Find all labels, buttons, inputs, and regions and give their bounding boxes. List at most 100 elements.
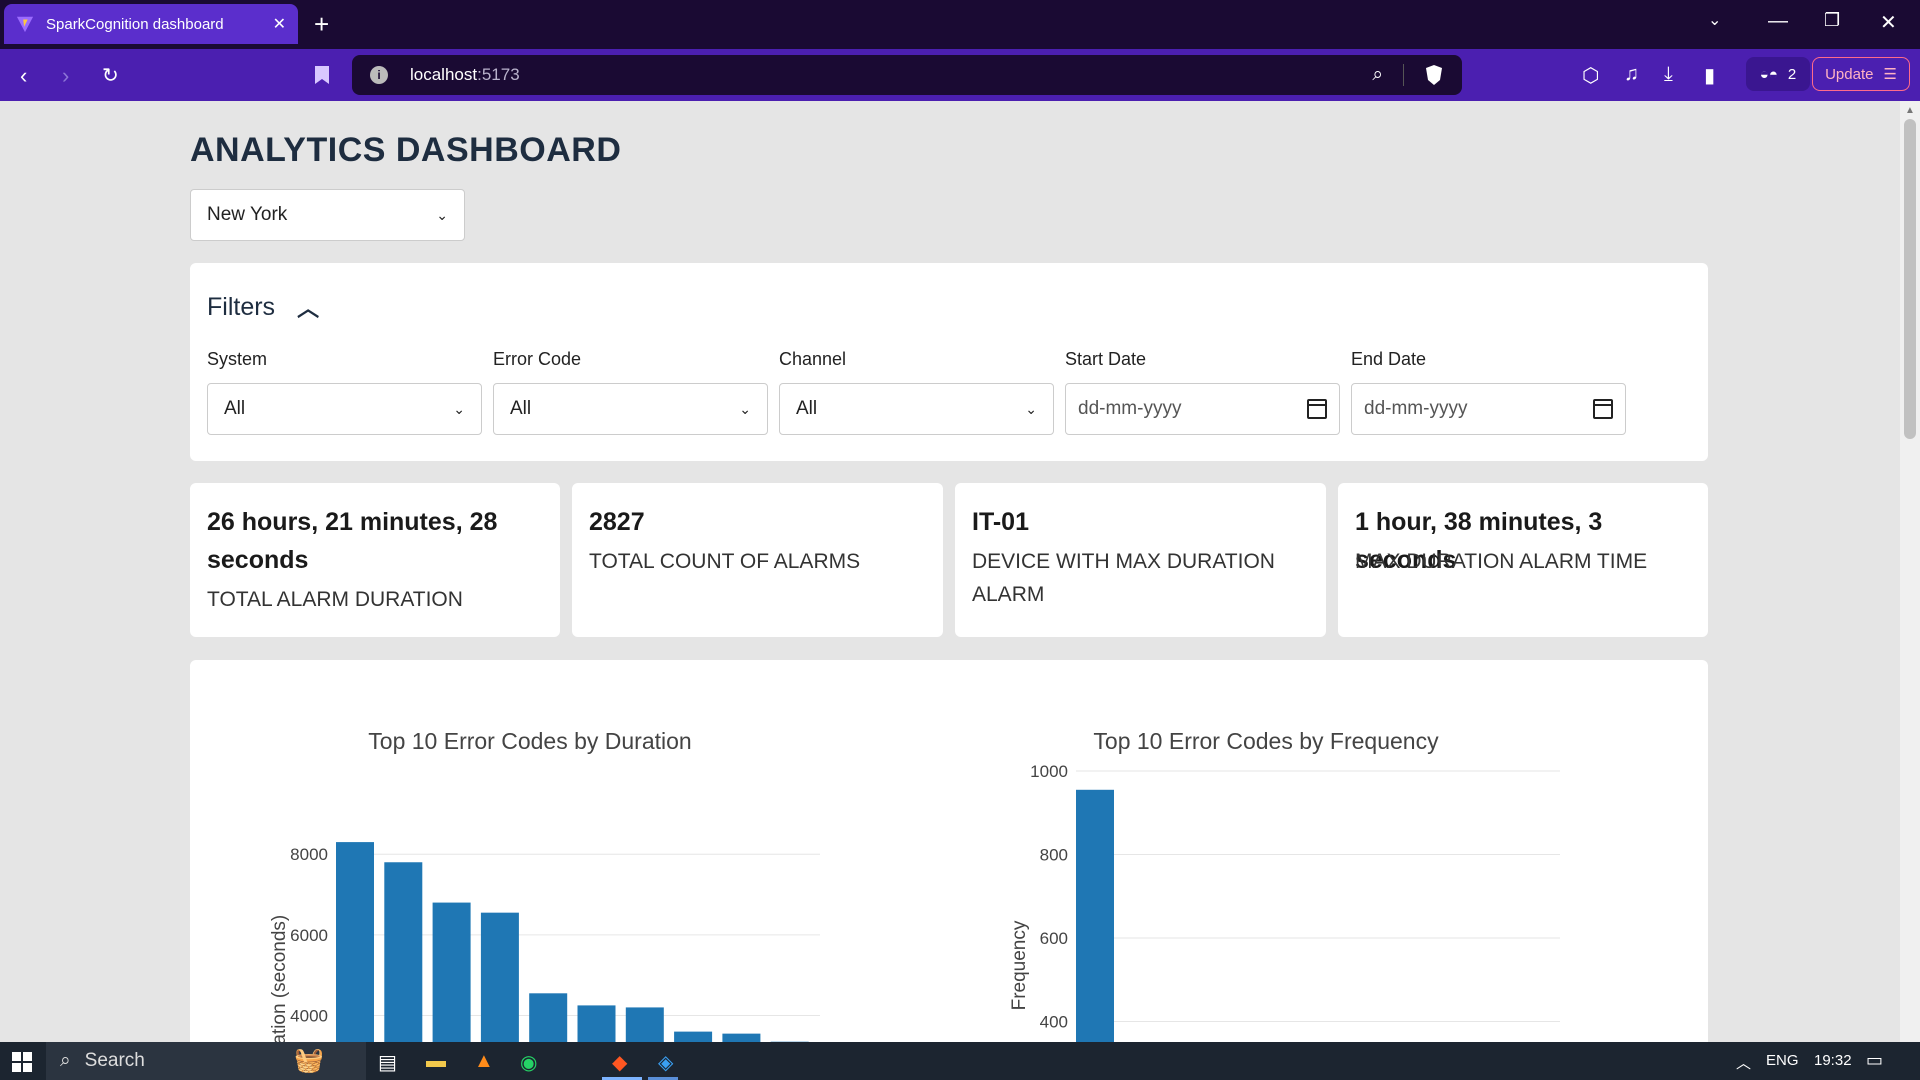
bar[interactable] [674,1031,713,1042]
date-placeholder: dd-mm-yyyy [1078,398,1182,419]
rewards-button[interactable]: ◒◓ 2 [1746,57,1810,91]
kpi-label: TOTAL COUNT OF ALARMS [589,550,861,573]
bar[interactable] [577,1005,616,1042]
error-code-select[interactable]: All ⌄ [493,383,768,435]
minimize-icon[interactable]: — [1768,10,1788,32]
start-date-input[interactable]: dd-mm-yyyy [1065,383,1340,435]
select-value: All [796,398,818,419]
browser-tab-bar: SparkCognition dashboard ✕ + ⌄ — ❐ ✕ [0,0,1920,49]
filter-label: End Date [1351,349,1427,369]
tray-chevron-up-icon[interactable]: ︿ [1736,1055,1752,1072]
y-tick-label: 600 [1040,929,1068,948]
bar[interactable] [722,1033,761,1042]
bar[interactable] [480,912,519,1042]
y-tick-label: 800 [1040,846,1068,865]
kpi-max-duration-time: 1 hour, 38 minutes, 3 seconds MAX DURATI… [1338,483,1708,637]
filters-header[interactable]: Filters ︿ [207,291,319,323]
back-icon[interactable]: ‹ [20,63,28,88]
tab-list-chevron-icon[interactable]: ⌄ [1708,12,1722,29]
select-value: All [224,398,246,419]
forward-icon[interactable]: › [62,63,70,88]
windows-start-icon[interactable] [12,1052,32,1072]
bar[interactable] [625,1007,664,1042]
bookmark-icon[interactable] [314,65,330,85]
filters-panel: Filters ︿ System All ⌄ Error Code All ⌄ … [190,263,1708,461]
y-tick-label: 400 [1040,1013,1068,1032]
filters-title: Filters [207,292,276,321]
task-view-icon[interactable]: ▤ [378,1052,397,1074]
active-app-indicator [602,1077,642,1080]
brave-shield-icon[interactable] [1424,64,1444,86]
filter-system: System All ⌄ [207,349,482,435]
vlc-icon[interactable]: ▲ [474,1050,494,1072]
end-date-input[interactable]: dd-mm-yyyy [1351,383,1626,435]
kpi-value: 2827 [589,508,645,536]
rewards-count: 2 [1787,65,1797,83]
y-tick-label: 4000 [290,1006,328,1025]
kpi-total-alarm-duration: 26 hours, 21 minutes, 28 seconds TOTAL A… [190,483,560,637]
select-value: All [510,398,532,419]
windows-taskbar: ⌕ Search 🧺 ▤ ▬ ▲ ◉ ◆ ◈ ︿ ENG 19:32 ▭ [0,1042,1920,1080]
reload-icon[interactable]: ↻ [102,65,119,87]
notifications-icon[interactable]: ▭ [1866,1050,1884,1070]
duration-bar-chart: 4000 6000 8000 Duration (seconds) [269,842,820,1042]
search-label: Search [84,1050,145,1071]
food-basket-icon: 🧺 [294,1047,324,1074]
vscode-icon[interactable]: ◈ [658,1052,674,1074]
bar[interactable] [432,902,471,1042]
bar[interactable] [384,862,423,1042]
browser-tab[interactable]: SparkCognition dashboard ✕ [4,4,298,44]
taskbar-search[interactable]: ⌕ Search [46,1042,366,1080]
filter-label: Error Code [493,349,582,369]
kpi-total-count: 2827 TOTAL COUNT OF ALARMS [572,483,943,637]
bar[interactable] [336,842,374,1042]
kpi-max-duration-device: IT-01 DEVICE WITH MAX DURATION ALARM [955,483,1326,637]
close-tab-icon[interactable]: ✕ [272,16,286,33]
site-info-icon[interactable]: i [370,66,388,84]
update-label: Update [1825,65,1874,83]
file-explorer-icon[interactable]: ▬ [426,1050,446,1072]
address-bar[interactable]: i localhost:5173 ⌕ [352,55,1462,95]
tab-title: SparkCognition dashboard [46,15,224,33]
url-port: :5173 [477,65,520,84]
whatsapp-icon[interactable]: ◉ [520,1052,538,1074]
new-tab-icon[interactable]: + [314,9,330,39]
filter-label: Start Date [1065,349,1147,369]
divider [1403,64,1404,86]
filter-channel: Channel All ⌄ [779,349,1054,435]
charts-panel: Top 10 Error Codes by Duration Top 10 Er… [190,660,1708,1042]
sidebar-icon[interactable]: ▮ [1704,65,1716,87]
channel-select[interactable]: All ⌄ [779,383,1054,435]
y-tick-label: 1000 [1030,762,1068,781]
system-select[interactable]: All ⌄ [207,383,482,435]
chevron-down-icon: ⌄ [1025,400,1037,417]
chevron-down-icon: ⌄ [453,400,465,417]
language-indicator[interactable]: ENG [1766,1052,1799,1069]
download-icon[interactable]: ⤓ [1664,63,1673,85]
calendar-icon[interactable] [1593,399,1613,419]
glasses-icon: ◒◓ [1759,65,1778,83]
bar[interactable] [1076,789,1114,1042]
filter-label: System [207,349,268,369]
extensions-icon[interactable]: ⬡ [1582,65,1600,87]
brave-browser-icon[interactable]: ◆ [612,1052,628,1074]
chevron-up-icon[interactable]: ︿ [297,296,320,321]
page-content: ANALYTICS DASHBOARD New York ⌄ Filters ︿… [0,101,1900,1042]
clock[interactable]: 19:32 [1814,1052,1852,1069]
city-select[interactable]: New York ⌄ [190,189,465,241]
restore-icon[interactable]: ❐ [1824,10,1841,30]
scrollbar-thumb[interactable] [1904,119,1916,439]
zoom-icon[interactable]: ⌕ [1372,64,1383,85]
city-select-value: New York [207,204,288,225]
bar[interactable] [529,993,568,1042]
kpi-label: TOTAL ALARM DURATION [207,588,463,611]
open-app-indicator [648,1077,678,1080]
update-button[interactable]: Update ☰ [1812,57,1910,91]
page-scrollbar[interactable]: ▲ [1900,101,1920,1042]
filter-end-date: End Date dd-mm-yyyy [1351,349,1626,435]
close-window-icon[interactable]: ✕ [1880,12,1897,34]
media-icon[interactable]: ♫ [1624,63,1639,85]
chevron-down-icon: ⌄ [436,206,448,223]
calendar-icon[interactable] [1307,399,1327,419]
scroll-up-icon[interactable]: ▲ [1905,105,1915,116]
